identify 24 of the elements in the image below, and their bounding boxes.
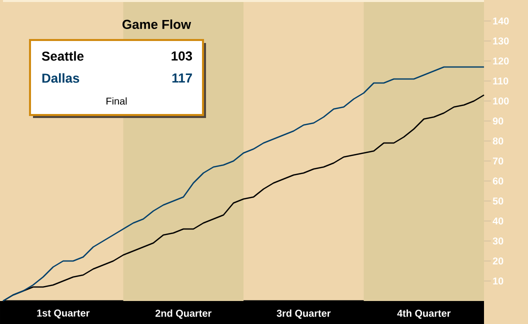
annotation: 117 (172, 74, 192, 82)
y-tick-label: 100 (493, 97, 509, 105)
y-tick-label: 120 (493, 57, 509, 65)
y-tick-label: 60 (492, 177, 504, 185)
y-tick-label: 20 (492, 257, 504, 265)
x-tick-label: 4th Quarter (397, 310, 451, 319)
y-tick-label: 30 (492, 237, 504, 245)
y-tick-label: 70 (492, 157, 504, 165)
y-tick-label: 140 (493, 17, 509, 25)
x-tick-label: 2nd Quarter (155, 310, 212, 319)
y-tick-label: 50 (492, 197, 504, 205)
y-tick-label: 110 (493, 77, 508, 85)
y-tick-label: 130 (493, 37, 509, 45)
text: Game Flow (122, 19, 192, 29)
annotation: 103 (172, 51, 192, 61)
x-tick-label: 1st Quarter (37, 310, 90, 318)
x-tick-label: 3rd Quarter (276, 310, 331, 319)
text: Seattle (42, 51, 84, 61)
text: Dallas (42, 73, 80, 83)
y-tick-label: 10 (493, 277, 504, 285)
y-tick-label: 80 (492, 137, 504, 145)
annotation: Final (106, 97, 127, 105)
y-tick-label: 40 (492, 217, 504, 225)
y-tick-label: 90 (492, 117, 504, 125)
